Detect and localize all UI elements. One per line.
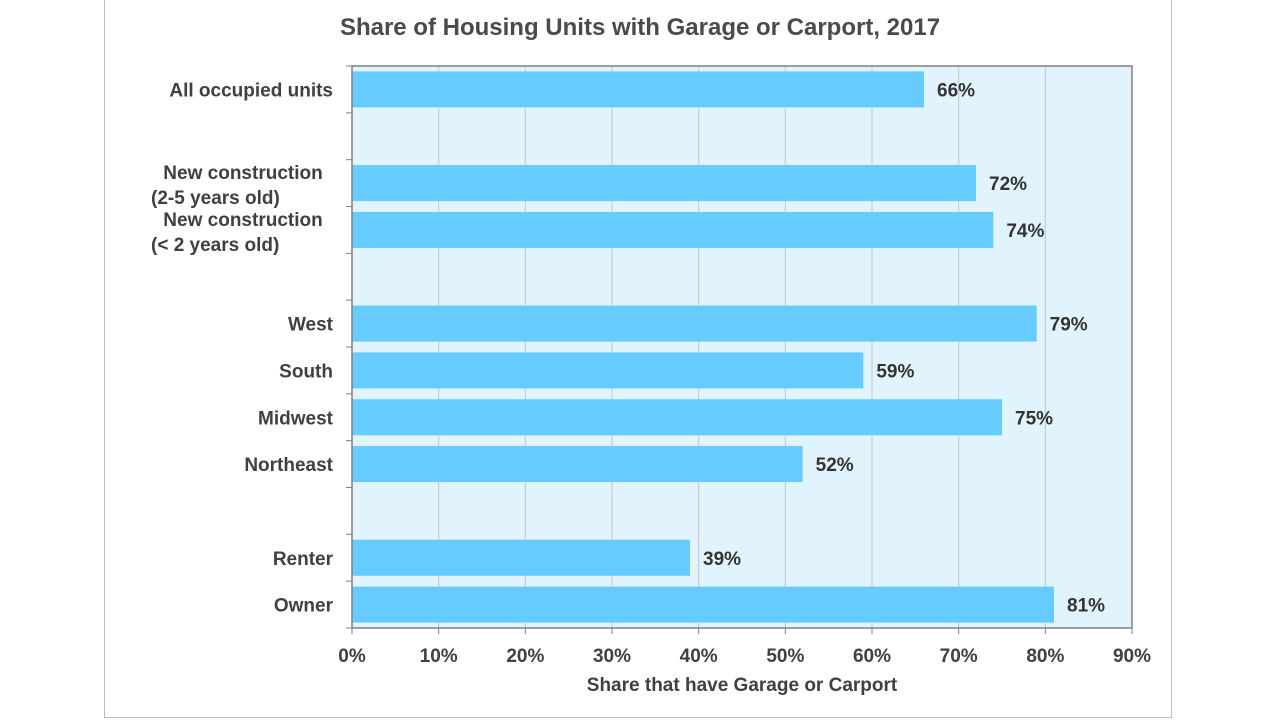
bar <box>352 539 690 576</box>
x-tick-label: 10% <box>420 646 458 667</box>
data-label: 39% <box>703 549 741 570</box>
bar <box>352 71 924 108</box>
category-label: All occupied units <box>169 80 333 101</box>
bar <box>352 352 864 389</box>
category-label-line: New construction <box>163 210 322 231</box>
bar <box>352 305 1037 342</box>
data-label: 81% <box>1067 596 1105 617</box>
x-tick-label: 30% <box>593 646 631 667</box>
category-label: Northeast <box>244 455 333 476</box>
category-label: Owner <box>274 596 334 617</box>
category-label: New construction (2-5 years old) <box>151 163 323 209</box>
category-label-line: New construction <box>163 163 322 184</box>
data-label: 75% <box>1015 408 1053 429</box>
chart-title: Share of Housing Units with Garage or Ca… <box>339 14 941 41</box>
x-tick-label: 20% <box>506 646 544 667</box>
category-label-line: (< 2 years old) <box>151 235 279 256</box>
bar <box>352 399 1002 436</box>
plot-area <box>352 66 1132 628</box>
data-label: 59% <box>876 361 914 382</box>
category-label: South <box>279 361 333 382</box>
data-label: 52% <box>816 455 854 476</box>
data-label: 66% <box>937 80 975 101</box>
x-tick-label: 50% <box>766 646 804 667</box>
data-label: 79% <box>1050 315 1088 336</box>
category-label: Midwest <box>258 408 334 429</box>
category-label: New construction (< 2 years old) <box>151 210 323 256</box>
gridlines <box>438 66 1046 628</box>
bar <box>352 586 1054 623</box>
bar <box>352 211 994 248</box>
x-tick-label: 70% <box>940 646 978 667</box>
labels: 0% 10% 20% 30% 40% 50% 60% 70% 80% 90% 66% All occu… <box>151 80 1151 667</box>
data-label: 72% <box>989 174 1027 195</box>
x-axis-title: Share that have Garage or Carport <box>587 675 898 696</box>
bars <box>352 71 1054 623</box>
data-label: 74% <box>1006 221 1044 242</box>
x-tick-label: 40% <box>680 646 718 667</box>
x-tick-label: 80% <box>1026 646 1064 667</box>
axes <box>346 65 1133 634</box>
x-tick-label: 90% <box>1113 646 1151 667</box>
category-label-line: (2-5 years old) <box>151 188 280 209</box>
bar <box>352 446 803 483</box>
x-tick-label: 60% <box>853 646 891 667</box>
bar <box>352 165 976 202</box>
category-label: Renter <box>273 549 334 570</box>
category-label: West <box>288 315 334 336</box>
x-tick-label: 0% <box>338 646 366 667</box>
